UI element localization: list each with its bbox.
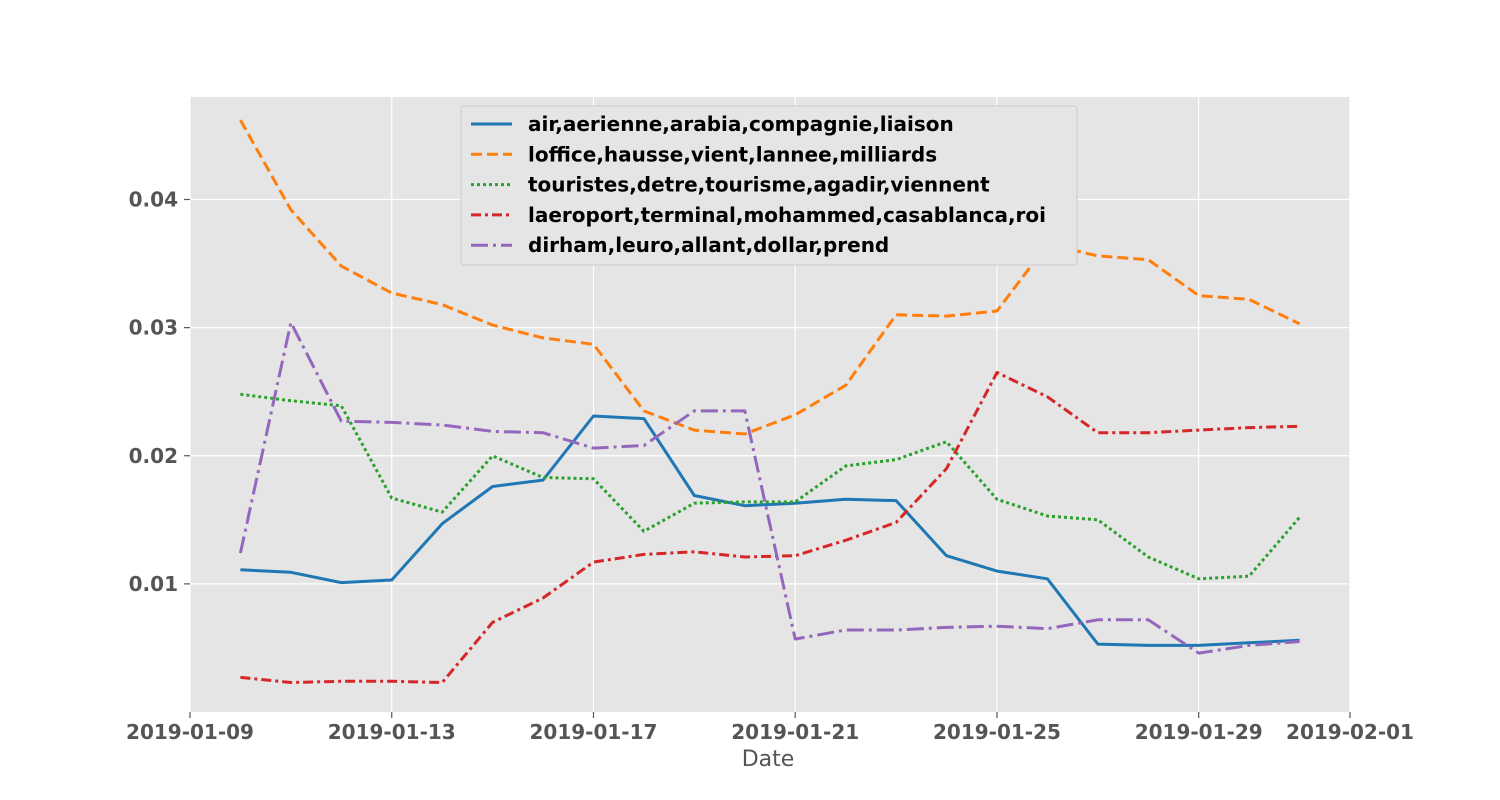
- x-tick-label: 2019-01-09: [126, 720, 254, 744]
- y-tick-label: 0.01: [129, 572, 178, 596]
- series-line-2: [239, 119, 1301, 436]
- legend-label-1: air,aerienne,arabia,compagnie,liaison: [528, 112, 954, 136]
- series-line-5: [238, 321, 1300, 655]
- legend-label-4: laeroport,terminal,mohammed,casablanca,r…: [528, 203, 1046, 227]
- y-tick-label: 0.03: [129, 316, 178, 340]
- series-line-4: [240, 371, 1300, 684]
- x-tick-label: 2019-01-13: [328, 720, 456, 744]
- x-tick-label: 2019-01-17: [530, 720, 658, 744]
- x-tick-label: 2019-02-01: [1286, 720, 1414, 744]
- legend-label-5: dirham,leuro,allant,dollar,prend: [528, 233, 889, 257]
- legend: air,aerienne,arabia,compagnie,liaison lof…: [460, 105, 1078, 266]
- y-tick-label: 0.02: [129, 444, 178, 468]
- x-tick-label: 2019-01-25: [933, 720, 1061, 744]
- y-tick-label: 0.04: [129, 188, 178, 212]
- series-lines: [238, 119, 1301, 684]
- y-axis-ticks: 0.01 0.02 0.03 0.04: [129, 188, 190, 596]
- x-tick-label: 2019-01-29: [1135, 720, 1263, 744]
- x-tick-label: 2019-01-21: [731, 720, 859, 744]
- legend-label-3: touristes,detre,tourisme,agadir,viennent: [528, 173, 990, 197]
- x-axis-title: Date: [742, 747, 795, 772]
- legend-label-2: loffice,hausse,vient,lannee,milliards: [528, 142, 937, 166]
- legend-box: [460, 105, 1078, 266]
- series-line-1: [240, 414, 1300, 647]
- x-axis-ticks: 2019-01-09 2019-01-13 2019-01-17 2019-01-21…: [126, 712, 1414, 744]
